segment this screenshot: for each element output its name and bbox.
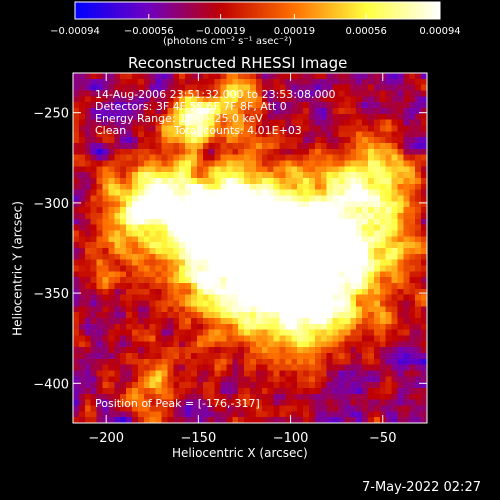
colorbar-tick-label: 0.00094 bbox=[419, 26, 460, 37]
y-axis-ticks: −250 −300 −350 −400 bbox=[33, 107, 427, 392]
chart-title: Reconstructed RHESSI Image bbox=[128, 54, 348, 72]
colorbar-unit-label: (photons cm⁻² s⁻¹ asec⁻²) bbox=[163, 36, 293, 47]
time-range-label: 14-Aug-2006 23:51:32.000 to 23:53:08.000 bbox=[95, 88, 336, 101]
footer-timestamp: 7-May-2022 02:27 bbox=[362, 480, 481, 495]
x-tick-label: −50 bbox=[369, 431, 396, 446]
colorbar-ticks: −0.00094 −0.00056 −0.00019 0.00019 0.00056 0.… bbox=[50, 1, 461, 37]
plot-frame bbox=[72, 72, 428, 424]
colorbar-tick-label: −0.00094 bbox=[50, 26, 100, 37]
heatmap-image bbox=[73, 73, 427, 423]
y-tick-label: −300 bbox=[33, 197, 69, 212]
x-tick-label: −100 bbox=[273, 431, 309, 446]
x-axis-label: Heliocentric X (arcsec) bbox=[172, 446, 308, 460]
y-tick-label: −400 bbox=[33, 377, 69, 392]
colorbar-tick-label: 0.00056 bbox=[346, 26, 387, 37]
energy-range-label: Energy Range: 12.0 - 25.0 keV bbox=[95, 112, 263, 125]
y-tick-label: −350 bbox=[33, 287, 69, 302]
x-tick-label: −200 bbox=[88, 431, 124, 446]
detectors-label: Detectors: 3F 4F 5F 6F 7F 8F, Att 0 bbox=[95, 100, 287, 113]
x-axis-ticks: −200 −150 −100 −50 bbox=[88, 73, 396, 446]
peak-position-label: Position of Peak = [-176,-317] bbox=[95, 397, 260, 410]
plot-border bbox=[72, 72, 428, 424]
colorbar-tick-label: −0.00056 bbox=[124, 26, 174, 37]
colorbar-tick-label: −0.00019 bbox=[196, 26, 246, 37]
clean-label: Clean bbox=[95, 124, 127, 137]
total-counts-label: Total counts: 4.01E+03 bbox=[174, 124, 302, 137]
colorbar-gradient bbox=[75, 2, 440, 19]
colorbar-tick-label: 0.00019 bbox=[274, 26, 315, 37]
colorbar-frame bbox=[74, 1, 441, 20]
y-tick-label: −250 bbox=[33, 107, 69, 122]
x-tick-label: −150 bbox=[181, 431, 217, 446]
